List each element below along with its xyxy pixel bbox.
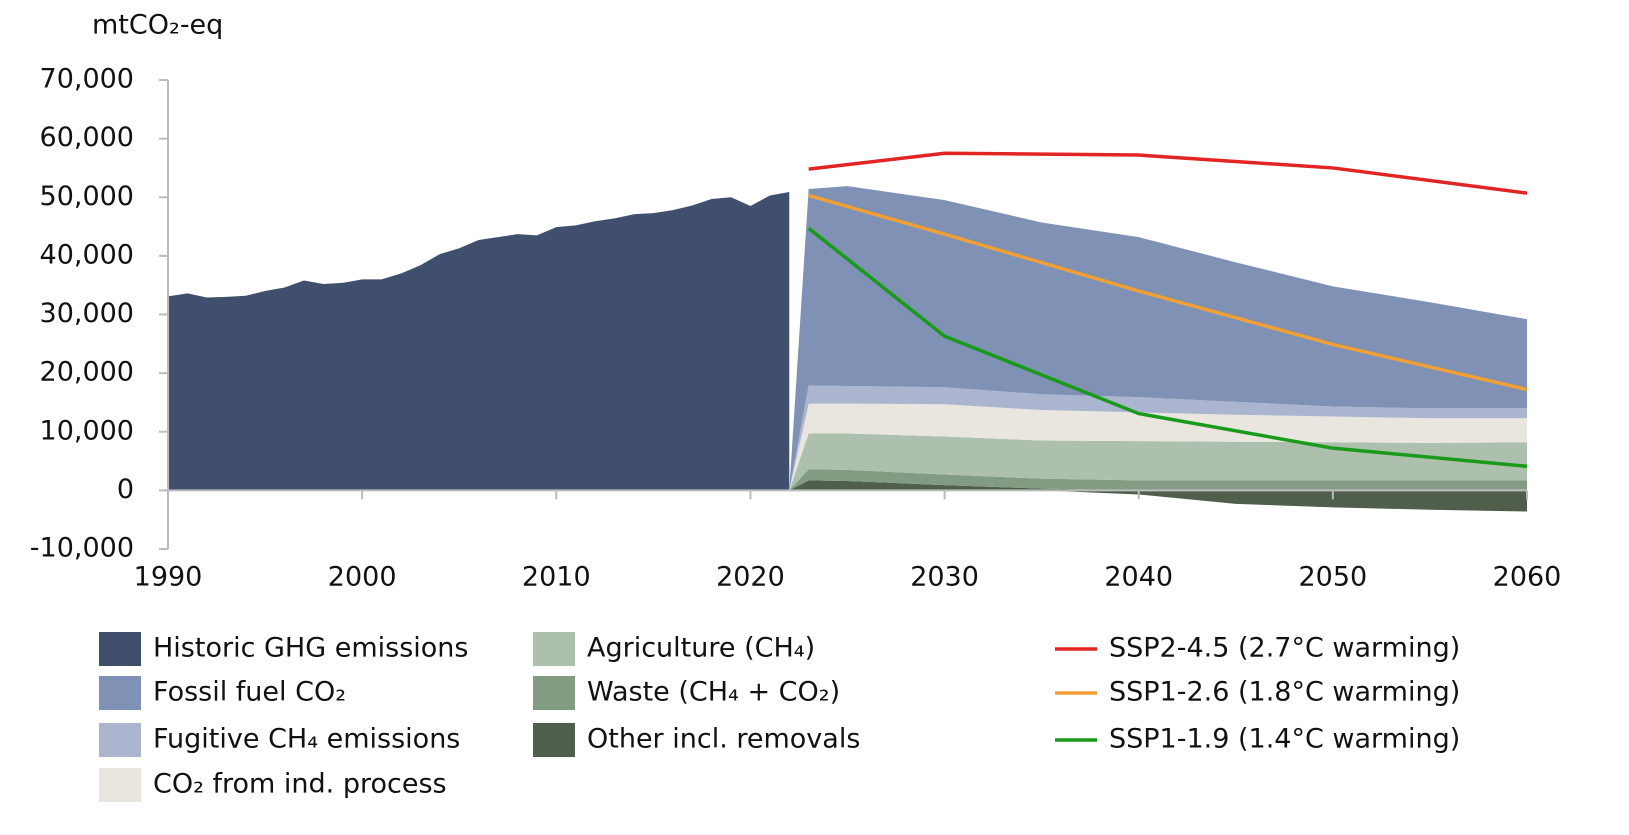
y-tick-label: 50,000 — [40, 181, 134, 212]
x-tick-label: 2020 — [716, 562, 785, 593]
y-tick-label: 10,000 — [40, 415, 134, 446]
y-tick-label: 70,000 — [40, 64, 134, 95]
stack-area — [789, 403, 1527, 491]
y-tick-label: 0 — [117, 474, 134, 505]
scenario-line — [808, 151, 1528, 195]
legend-label: SSP2-4.5 (2.7°C warming) — [1109, 633, 1460, 664]
stack-area — [789, 469, 1527, 491]
legend-label: Waste (CH₄ + CO₂) — [587, 677, 840, 708]
stack-area — [789, 186, 1527, 491]
y-tick-label: 20,000 — [40, 357, 134, 388]
legend-label: CO₂ from ind. process — [153, 769, 447, 800]
scenario-line — [807, 226, 1528, 469]
legend-swatch — [99, 723, 141, 757]
legend-swatch — [533, 723, 575, 757]
scenario-line — [808, 193, 1528, 392]
legend-swatch — [99, 768, 141, 802]
x-tick-label: 2050 — [1298, 562, 1367, 593]
legend-label: SSP1-1.9 (1.4°C warming) — [1109, 724, 1460, 755]
x-tick-label: 2010 — [522, 562, 591, 593]
y-tick-label: 40,000 — [40, 239, 134, 270]
y-axis-label: mtCO₂-eq — [92, 10, 223, 41]
historic-area — [168, 191, 790, 491]
x-tick-label: 2040 — [1104, 562, 1173, 593]
legend-label: Fossil fuel CO₂ — [153, 677, 346, 708]
legend-label: Other incl. removals — [587, 724, 860, 755]
legend-swatch — [533, 676, 575, 710]
x-tick-label: 2030 — [910, 562, 979, 593]
legend-swatch — [99, 632, 141, 666]
stack-area — [789, 385, 1527, 491]
y-tick-label: -10,000 — [30, 533, 134, 564]
legend-label: Agriculture (CH₄) — [587, 633, 815, 664]
legend-label: Historic GHG emissions — [153, 633, 468, 664]
stack-area — [789, 480, 1527, 512]
y-tick-label: 30,000 — [40, 298, 134, 329]
legend-label: SSP1-2.6 (1.8°C warming) — [1109, 677, 1460, 708]
legend-swatch — [533, 632, 575, 666]
legend-label: Fugitive CH₄ emissions — [153, 724, 460, 755]
x-tick-label: 1990 — [134, 562, 203, 593]
x-tick-label: 2060 — [1493, 562, 1562, 593]
legend-swatch — [99, 676, 141, 710]
y-tick-label: 60,000 — [40, 122, 134, 153]
x-tick-label: 2000 — [328, 562, 397, 593]
